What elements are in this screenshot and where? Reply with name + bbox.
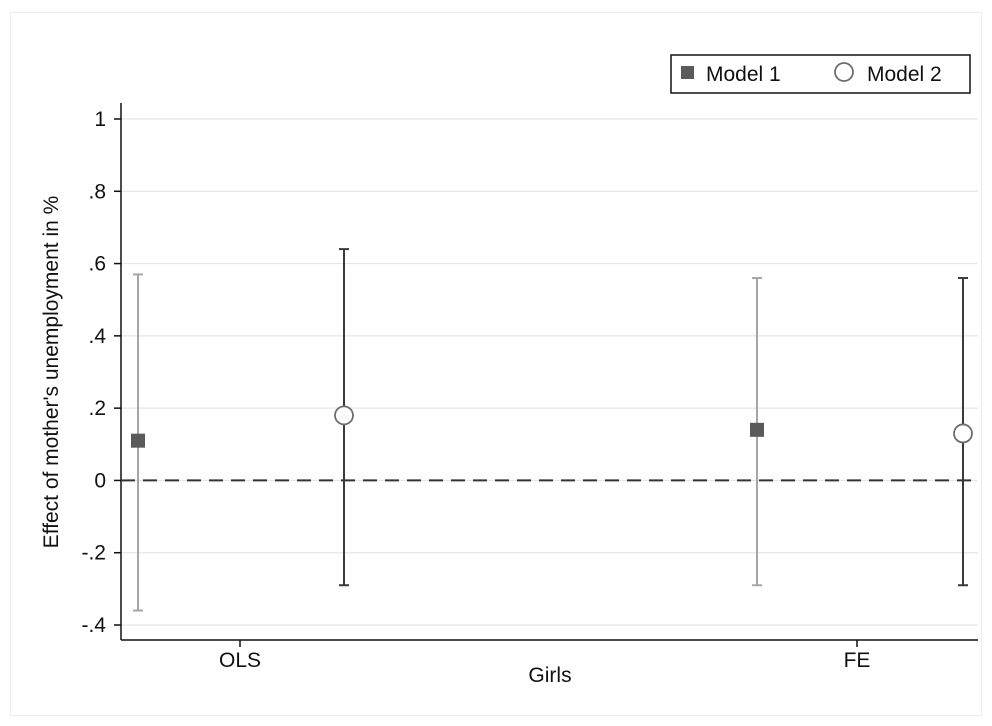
legend-label-model-1: Model 1 [706,63,781,86]
y-tick-label: 1 [94,108,106,131]
y-tick-label: .6 [88,253,106,276]
x-tick-label: FE [844,649,871,672]
point-estimate-circle [334,405,354,426]
point-estimate-square [131,433,145,448]
y-tick-label: -.2 [81,542,106,565]
y-axis-title: Effect of mother's unemployment in % [40,196,63,549]
confidence-intervals [133,248,968,612]
legend-label-model-2: Model 2 [867,63,942,86]
point-estimate-circle [953,423,973,444]
x-axis-title: Girls [528,664,571,687]
y-ticks: 1 .8 .6 .4 .2 0 -.2 -.4 [81,108,121,637]
legend-marker-model-1 [681,66,694,79]
y-tick-label: .8 [88,180,106,203]
plot-frame [10,12,982,716]
y-tick-label: .4 [88,325,106,348]
grid-lines [121,118,978,626]
point-estimates [131,405,973,448]
x-ticks: OLS FE [219,640,870,672]
y-tick-label: 0 [94,469,106,492]
legend-marker-model-2 [834,62,854,82]
y-tick-label: -.4 [81,614,106,637]
y-tick-label: .2 [88,397,106,420]
x-tick-label: OLS [219,649,261,672]
point-estimate-square [750,422,764,437]
legend: Model 1 Model 2 [670,54,971,94]
legend-box [670,54,971,94]
